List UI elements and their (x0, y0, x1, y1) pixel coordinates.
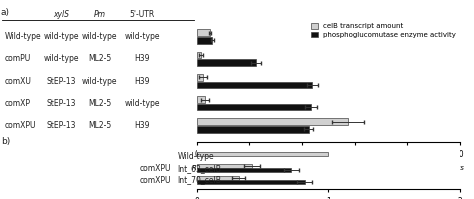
Text: H39: H39 (135, 77, 150, 86)
Text: comPU: comPU (5, 54, 31, 63)
Text: StEP-13: StEP-13 (47, 77, 76, 86)
Text: comXU: comXU (5, 77, 32, 86)
Text: wild-type: wild-type (125, 99, 160, 108)
Text: 5'-UTR: 5'-UTR (129, 10, 155, 19)
Text: Pm: Pm (93, 10, 106, 19)
Bar (197, 152, 328, 156)
Legend: celB transcript amount, phosphoglucomutase enzyme activity: celB transcript amount, phosphoglucomuta… (311, 23, 456, 38)
Bar (197, 168, 292, 172)
Text: wild-type: wild-type (44, 32, 79, 41)
Text: wild-type: wild-type (125, 32, 160, 41)
X-axis label: Relative phosphoglucomutase enzyme activities and celB transcript amounts: Relative phosphoglucomutase enzyme activ… (192, 165, 464, 171)
Text: H39: H39 (135, 121, 150, 130)
Bar (197, 82, 312, 88)
Text: xylS: xylS (54, 10, 70, 19)
Text: ML2-5: ML2-5 (88, 54, 111, 63)
Bar (197, 176, 239, 180)
Bar (197, 29, 210, 36)
Text: comXP: comXP (5, 99, 31, 108)
Text: wild-type: wild-type (82, 77, 117, 86)
Bar (197, 126, 309, 133)
Bar (197, 37, 212, 44)
Bar (197, 118, 348, 125)
Text: ML2-5: ML2-5 (88, 121, 111, 130)
Text: wild-type: wild-type (44, 54, 79, 63)
Bar (197, 52, 201, 58)
Text: Int_63_celB: Int_63_celB (178, 164, 222, 173)
Bar (197, 180, 305, 184)
Bar (197, 164, 252, 168)
Text: a): a) (1, 8, 10, 17)
Bar (197, 104, 311, 110)
Text: Wild-type: Wild-type (178, 152, 214, 161)
Text: Int_70_celB: Int_70_celB (178, 176, 222, 185)
Bar (197, 74, 203, 81)
Text: wild-type: wild-type (82, 32, 117, 41)
Text: StEP-13: StEP-13 (47, 121, 76, 130)
Bar (197, 59, 256, 66)
Text: comXPU: comXPU (140, 164, 171, 173)
Text: comXPU: comXPU (140, 176, 171, 185)
Text: comXPU: comXPU (5, 121, 36, 130)
Text: StEP-13: StEP-13 (47, 99, 76, 108)
Text: ML2-5: ML2-5 (88, 99, 111, 108)
Bar (197, 96, 205, 103)
Text: H39: H39 (135, 54, 150, 63)
Text: Wild-type: Wild-type (5, 32, 41, 41)
Text: b): b) (1, 137, 10, 146)
